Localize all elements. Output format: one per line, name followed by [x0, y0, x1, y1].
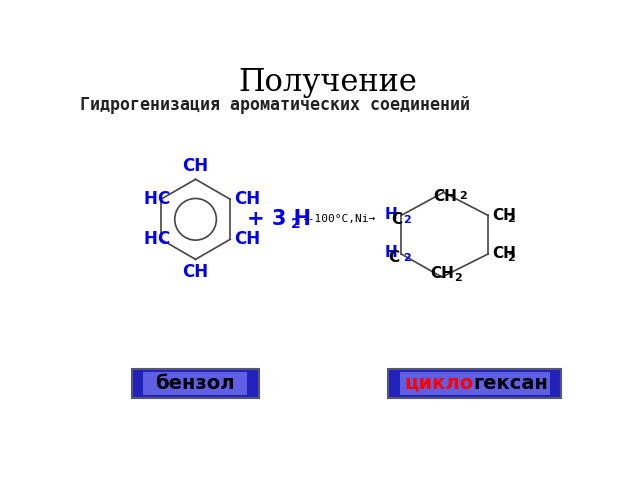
Text: C: C — [392, 212, 403, 227]
FancyBboxPatch shape — [132, 369, 259, 398]
Text: 2: 2 — [507, 253, 515, 263]
Text: CH: CH — [182, 263, 209, 281]
Text: C: C — [388, 250, 399, 265]
Text: C: C — [157, 190, 170, 208]
FancyBboxPatch shape — [388, 369, 561, 398]
Text: CH: CH — [433, 189, 457, 204]
Text: CH: CH — [182, 157, 209, 175]
Text: H: H — [385, 206, 397, 222]
Text: --100°C,Ni→: --100°C,Ni→ — [301, 214, 375, 224]
Text: CH: CH — [492, 246, 516, 262]
Text: Получение: Получение — [239, 67, 417, 98]
Text: CH: CH — [430, 266, 454, 281]
Text: CH: CH — [492, 208, 516, 223]
Text: цикло: цикло — [404, 374, 473, 393]
Text: 2: 2 — [291, 217, 301, 231]
Text: гексан: гексан — [473, 374, 548, 393]
Text: C: C — [157, 230, 170, 248]
Text: 2: 2 — [454, 273, 462, 283]
Text: H: H — [143, 190, 157, 208]
FancyBboxPatch shape — [399, 372, 550, 395]
Text: 2: 2 — [403, 215, 410, 225]
Text: бензол: бензол — [156, 374, 235, 393]
Text: 2: 2 — [507, 214, 515, 224]
Text: 2: 2 — [459, 191, 467, 201]
Text: 2: 2 — [403, 253, 410, 263]
Text: CH: CH — [234, 190, 260, 208]
FancyBboxPatch shape — [143, 372, 247, 395]
Text: + 3 H: + 3 H — [247, 209, 311, 229]
Text: Гидрогенизация ароматических соединений: Гидрогенизация ароматических соединений — [80, 96, 470, 114]
Text: H: H — [143, 230, 157, 248]
Text: CH: CH — [234, 230, 260, 248]
Text: H: H — [385, 245, 397, 260]
